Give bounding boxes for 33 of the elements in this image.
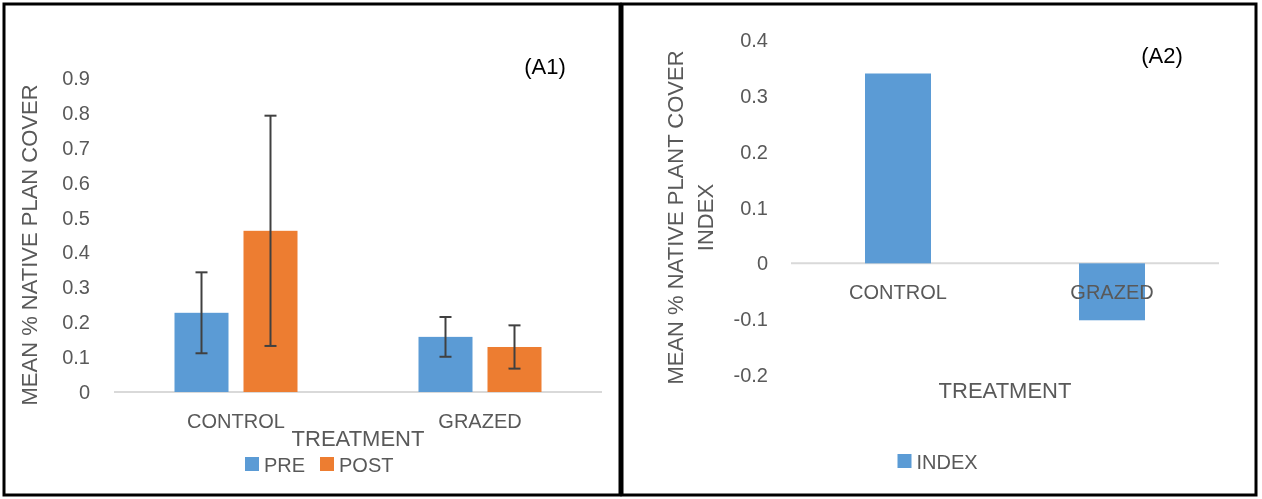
y-tick-label: 0.9 xyxy=(62,67,90,89)
bar xyxy=(487,346,542,392)
y-tick-label: -0.2 xyxy=(733,364,768,386)
y-tick-label: 0.1 xyxy=(740,196,768,219)
bar xyxy=(418,336,473,392)
y-tick-label: 0.2 xyxy=(62,311,90,334)
y-tick-label: 0.7 xyxy=(62,136,90,159)
legend-label: INDEX xyxy=(916,451,978,473)
y-tick-label: 0.2 xyxy=(740,140,768,163)
y-tick-label: 0.6 xyxy=(62,171,90,194)
bar xyxy=(243,230,298,392)
y-tick-label: 0.8 xyxy=(62,101,90,124)
y-tick-label: 0.1 xyxy=(62,346,90,369)
bar xyxy=(174,312,229,392)
y-tick-label: 0 xyxy=(78,381,90,403)
y-tick-label: 0.4 xyxy=(740,29,768,51)
chart-title: (A2) xyxy=(1141,43,1183,68)
y-tick-label: 0.3 xyxy=(740,84,768,107)
y-tick-label: -0.1 xyxy=(733,308,768,331)
y-tick-label: 0 xyxy=(756,252,768,275)
y-tick-label: 0.5 xyxy=(62,206,90,229)
chart-title: (A1) xyxy=(524,54,566,79)
x-axis-title: TREATMENT xyxy=(938,378,1072,403)
x-tick-label: CONTROL xyxy=(187,410,285,432)
x-tick-label: CONTROL xyxy=(849,281,947,304)
y-tick-label: 0.3 xyxy=(62,276,90,299)
x-tick-label: GRAZED xyxy=(438,410,522,432)
y-axis-title: MEAN % NATIVE PLANT COVER INDEX xyxy=(663,50,718,385)
y-tick-label: 0.4 xyxy=(62,241,90,264)
legend-label: POST xyxy=(339,454,394,476)
y-axis-title: MEAN % NATIVE PLAN COVER xyxy=(17,84,42,406)
legend-label: PRE xyxy=(264,454,306,476)
x-axis-title: TREATMENT xyxy=(291,426,425,451)
